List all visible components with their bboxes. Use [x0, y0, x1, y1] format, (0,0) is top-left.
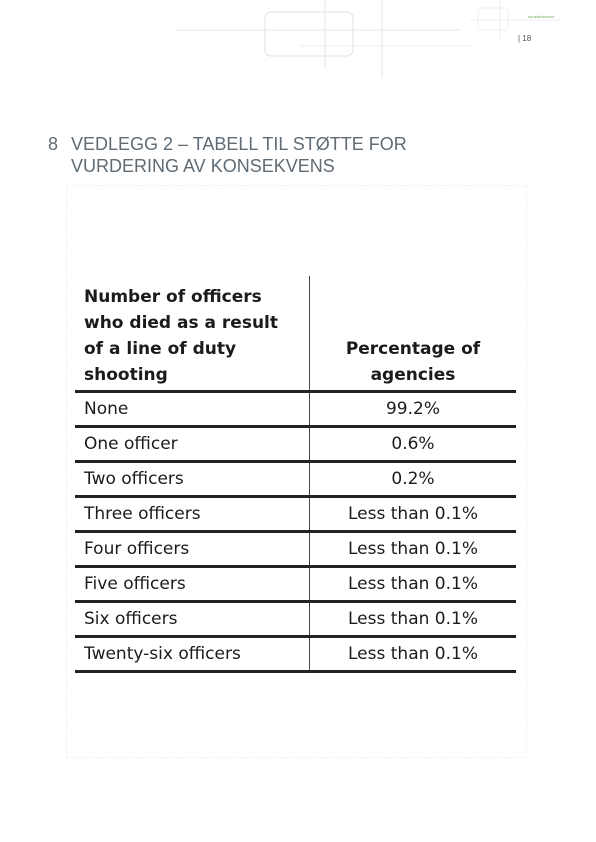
table-row: One officer 0.6% — [75, 426, 516, 463]
row-label: Five officers — [75, 566, 310, 603]
row-value: 0.2% — [309, 461, 516, 498]
row-value: Less than 0.1% — [309, 636, 516, 673]
header-percentage: Percentage of agencies — [309, 276, 516, 393]
table-row: Two officers 0.2% — [75, 461, 516, 498]
row-value: Less than 0.1% — [309, 531, 516, 568]
section-title: VEDLEGG 2 – TABELL TIL STØTTE FOR VURDER… — [71, 134, 407, 176]
table-row: Twenty-six officers Less than 0.1% — [75, 636, 516, 673]
row-value: Less than 0.1% — [309, 496, 516, 533]
section-number: 8 — [48, 134, 59, 154]
row-value: 0.6% — [309, 426, 516, 463]
row-value: Less than 0.1% — [309, 601, 516, 638]
row-label: Six officers — [75, 601, 310, 638]
header-officers-died: Number of officers who died as a result … — [75, 276, 310, 393]
row-label: Four officers — [75, 531, 310, 568]
row-label: Two officers — [75, 461, 310, 498]
row-label: Twenty-six officers — [75, 636, 310, 673]
table-row: Five officers Less than 0.1% — [75, 566, 516, 603]
table-row: Six officers Less than 0.1% — [75, 601, 516, 638]
table-row: Four officers Less than 0.1% — [75, 531, 516, 568]
row-value: 99.2% — [309, 391, 516, 428]
table-row: Three officers Less than 0.1% — [75, 496, 516, 533]
table-row: None 99.2% — [75, 391, 516, 428]
row-label: Three officers — [75, 496, 310, 533]
brand-logo-text: sookhelsenett — [528, 14, 554, 19]
row-label: One officer — [75, 426, 310, 463]
table-header-row: Number of officers who died as a result … — [75, 276, 516, 393]
page-number: | 18 — [518, 34, 532, 43]
row-value: Less than 0.1% — [309, 566, 516, 603]
row-label: None — [75, 391, 310, 428]
header-decoration-lines — [175, 0, 560, 78]
officers-table: Number of officers who died as a result … — [75, 276, 516, 673]
